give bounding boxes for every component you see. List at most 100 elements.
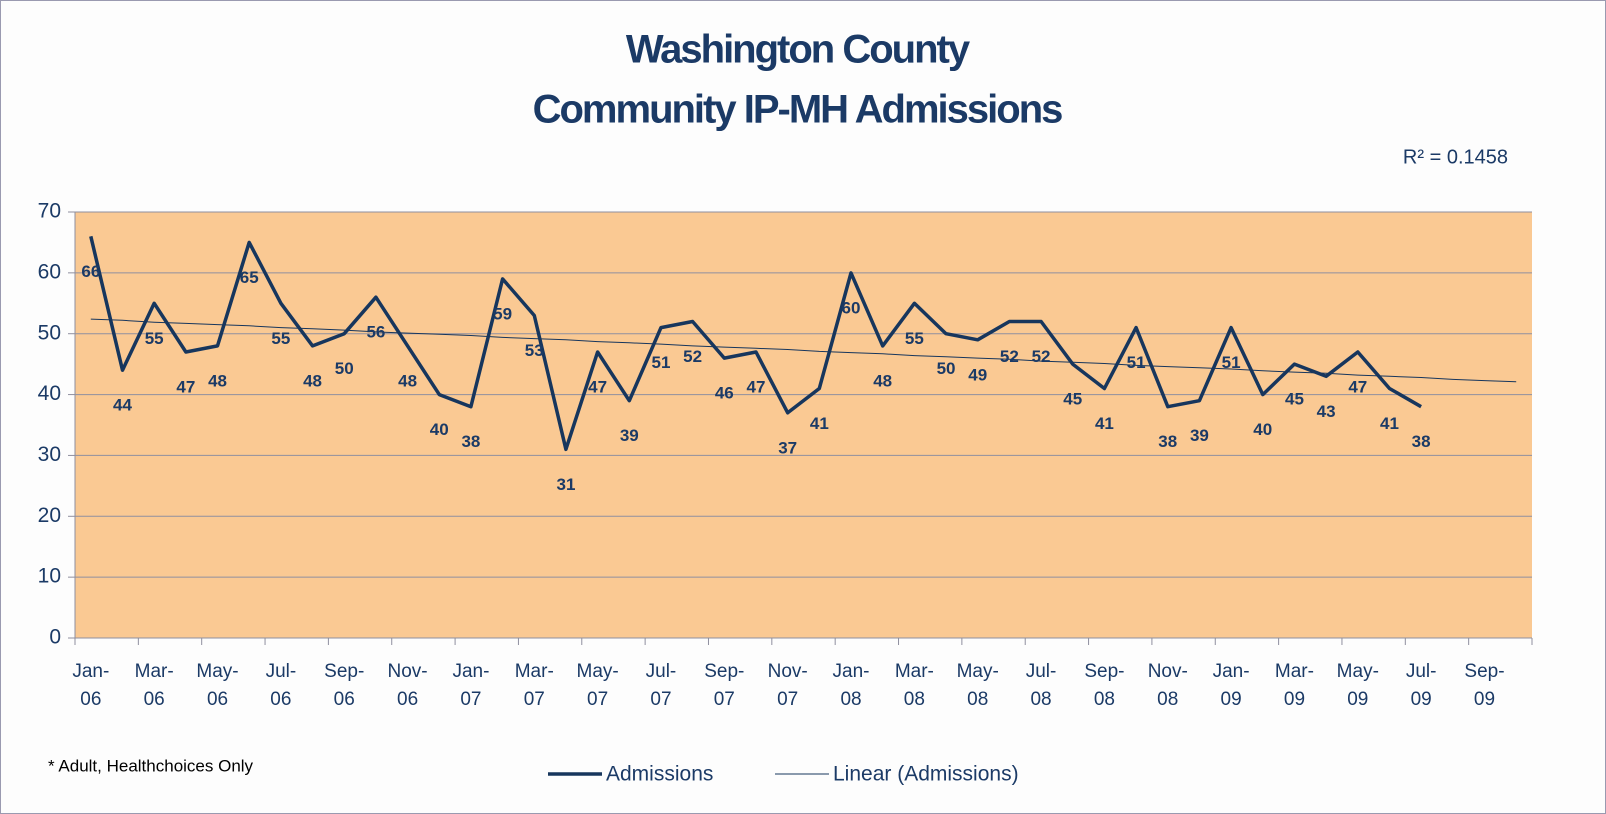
data-label: 38	[461, 432, 480, 451]
x-tick-label-line: Mar-	[1275, 661, 1314, 682]
x-tick-label-line: 07	[587, 689, 608, 710]
x-tick-label-line: Jan-	[72, 661, 109, 682]
x-tick-label-line: 07	[650, 689, 671, 710]
x-tick-label-line: Nov-	[768, 661, 808, 682]
x-tick-label-line: 08	[904, 689, 925, 710]
data-label: 51	[652, 353, 671, 372]
x-tick-label-line: Jan-	[1213, 661, 1250, 682]
data-label: 38	[1158, 432, 1177, 451]
footnote: * Adult, Healthchoices Only	[48, 756, 254, 775]
x-tick-label-line: 07	[714, 689, 735, 710]
data-label: 40	[430, 420, 449, 439]
data-label: 39	[1190, 426, 1209, 445]
data-label: 59	[493, 304, 512, 323]
x-tick-label: Jan- 09	[1213, 661, 1250, 710]
annotation: R² = 0.1458	[1403, 146, 1508, 168]
x-tick-label-line: 09	[1221, 689, 1242, 710]
x-tick-label: Mar- 06	[135, 661, 174, 710]
x-tick-label: Mar- 09	[1275, 661, 1314, 710]
x-tick-label: Jan- 06	[72, 661, 109, 710]
x-tick-label-line: 06	[207, 689, 228, 710]
x-tick-label: May- 09	[1337, 661, 1379, 710]
y-tick-label: 30	[38, 443, 61, 466]
x-tick-label-line: 09	[1347, 689, 1368, 710]
data-label: 49	[968, 365, 987, 384]
data-label: 41	[1380, 414, 1399, 433]
x-tick-label: Jul- 09	[1406, 661, 1437, 710]
data-label: 39	[620, 426, 639, 445]
data-label: 38	[1412, 432, 1431, 451]
x-tick-label: Jul- 07	[646, 661, 677, 710]
x-tick-label-line: May-	[577, 661, 619, 682]
x-tick-label-line: May-	[196, 661, 238, 682]
x-tick-label: Mar- 07	[515, 661, 554, 710]
x-tick-label-line: 06	[270, 689, 291, 710]
data-label: 51	[1222, 353, 1241, 372]
x-tick-label-line: Mar-	[515, 661, 554, 682]
data-label: 47	[747, 377, 766, 396]
x-tick-label-line: 09	[1284, 689, 1305, 710]
x-tick-label-line: 07	[524, 689, 545, 710]
chart-subtitle: Community IP-MH Admissions	[533, 88, 1063, 132]
x-tick-label-line: 09	[1474, 689, 1495, 710]
y-tick-label: 60	[38, 260, 61, 283]
data-label: 45	[1285, 390, 1304, 409]
trend-line	[90, 318, 1517, 383]
x-tick-label-line: Sep-	[1464, 661, 1504, 682]
data-label: 51	[1127, 353, 1146, 372]
x-tick-label-line: May-	[1337, 661, 1379, 682]
x-tick-label-line: 06	[80, 689, 101, 710]
legend-label: Admissions	[606, 763, 713, 786]
data-label: 46	[715, 384, 734, 403]
data-label: 48	[873, 371, 892, 390]
x-tick-label-line: 08	[1094, 689, 1115, 710]
x-tick-label-line: 08	[967, 689, 988, 710]
x-tick-label: Nov- 07	[768, 661, 808, 710]
x-tick-label-line: Sep-	[324, 661, 364, 682]
data-label: 48	[398, 371, 417, 390]
x-tick-label-line: 07	[460, 689, 481, 710]
x-tick-label-line: Sep-	[1084, 661, 1124, 682]
data-label: 47	[588, 377, 607, 396]
data-label: 55	[905, 329, 924, 348]
x-tick-label: Sep- 08	[1084, 661, 1124, 710]
data-label: 52	[1000, 347, 1019, 366]
data-label: 55	[145, 329, 164, 348]
x-tick-label: Mar- 08	[895, 661, 934, 710]
data-label: 48	[303, 371, 322, 390]
x-tick-label-line: 08	[1157, 689, 1178, 710]
x-tick-label: Nov- 08	[1148, 661, 1188, 710]
x-tick-label: Sep- 07	[704, 661, 744, 710]
x-tick-label-line: 06	[144, 689, 165, 710]
x-tick-label: Jul- 06	[266, 661, 297, 710]
x-tick-label-line: 08	[840, 689, 861, 710]
x-tick-label: Jan- 07	[452, 661, 489, 710]
x-tick-label-line: 08	[1030, 689, 1051, 710]
x-tick-label-line: Nov-	[388, 661, 428, 682]
data-label: 60	[842, 298, 861, 317]
data-label: 47	[1348, 377, 1367, 396]
x-tick-label-line: 09	[1411, 689, 1432, 710]
x-tick-label: Jan- 08	[833, 661, 870, 710]
data-label: 50	[937, 359, 956, 378]
data-label: 41	[1095, 414, 1114, 433]
data-label: 43	[1317, 402, 1336, 421]
y-tick-label: 20	[38, 504, 61, 527]
y-tick-label: 0	[49, 626, 61, 649]
x-tick-label-line: 07	[777, 689, 798, 710]
x-tick-label-line: Jul-	[266, 661, 297, 682]
x-tick-label: Jul- 08	[1026, 661, 1057, 710]
y-tick-label: 40	[38, 382, 61, 405]
x-tick-label: May- 08	[957, 661, 999, 710]
data-label: 55	[271, 329, 290, 348]
y-tick-label: 50	[38, 321, 61, 344]
chart-title: Washington County	[626, 28, 971, 72]
x-tick-label: May- 06	[196, 661, 238, 710]
data-label: 50	[335, 359, 354, 378]
x-tick-label-line: 06	[397, 689, 418, 710]
data-label: 47	[176, 377, 195, 396]
y-tick-label: 10	[38, 565, 61, 588]
data-line	[89, 235, 1422, 452]
data-label: 52	[1032, 347, 1051, 366]
